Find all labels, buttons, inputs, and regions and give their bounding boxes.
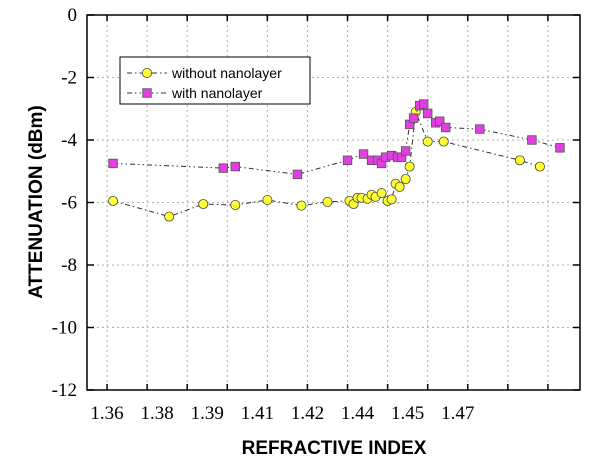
legend: without nanolayer with nanolayer xyxy=(119,56,311,105)
data-point xyxy=(262,194,273,205)
data-point xyxy=(475,124,485,134)
data-point xyxy=(342,155,353,166)
legend-marker xyxy=(141,68,152,79)
data-point xyxy=(230,161,241,172)
legend-label: with nanolayer xyxy=(171,85,263,101)
data-point xyxy=(527,135,537,145)
data-point xyxy=(435,116,445,126)
data-point xyxy=(404,161,415,172)
x-tick-label: 1.44 xyxy=(341,403,375,424)
data-point xyxy=(514,155,525,166)
grid xyxy=(87,15,580,390)
data-point xyxy=(408,113,419,123)
y-tick-label: -2 xyxy=(61,68,77,89)
y-tick-label: -6 xyxy=(61,193,77,214)
y-tick-label: -10 xyxy=(52,318,77,339)
legend-marker xyxy=(142,88,152,98)
data-point xyxy=(358,149,369,159)
series-1 xyxy=(108,99,565,180)
data-point xyxy=(555,143,565,153)
x-axis-title: REFRACTIVE INDEX xyxy=(242,438,427,459)
series-line xyxy=(112,111,541,218)
x-tick-label: 1.45 xyxy=(391,403,424,424)
x-tick-label: 1.42 xyxy=(291,403,324,424)
data-point xyxy=(108,195,119,206)
data-point xyxy=(422,136,433,147)
data-point xyxy=(441,122,451,133)
data-point xyxy=(438,136,449,147)
data-point xyxy=(292,169,303,180)
legend-label: without nanolayer xyxy=(171,65,282,81)
y-tick-label: -8 xyxy=(61,255,77,276)
x-tick-label: 1.47 xyxy=(441,403,474,424)
data-point xyxy=(400,146,411,156)
data-point xyxy=(108,158,118,169)
y-tick-label: -12 xyxy=(52,380,77,401)
y-tick-label: -4 xyxy=(61,130,77,151)
data-point xyxy=(218,163,228,173)
data-point xyxy=(386,194,397,205)
x-tick-label: 1.38 xyxy=(141,403,174,424)
data-point xyxy=(164,211,175,222)
x-tick-label: 1.36 xyxy=(90,403,123,424)
x-tick-label: 1.41 xyxy=(241,403,274,424)
data-point xyxy=(376,188,387,199)
tick-labels: 1.36 1.38 1.39 1.41 1.42 1.44 1.45 1.47 0 -2 -4 -6 -… xyxy=(52,5,475,424)
ticks xyxy=(87,14,580,391)
y-tick-label: 0 xyxy=(68,5,78,26)
series-0 xyxy=(108,106,545,222)
x-tick-label: 1.39 xyxy=(191,403,224,424)
data-point xyxy=(230,199,241,210)
series-layer xyxy=(108,99,565,222)
data-point xyxy=(296,200,307,211)
data-point xyxy=(322,196,333,207)
data-point xyxy=(394,181,405,192)
data-point xyxy=(534,161,545,172)
data-point xyxy=(422,108,433,119)
data-point xyxy=(418,99,429,109)
data-point xyxy=(198,199,209,210)
y-axis-title: ATTENUATION (dBm) xyxy=(26,105,47,299)
data-point xyxy=(400,174,411,185)
